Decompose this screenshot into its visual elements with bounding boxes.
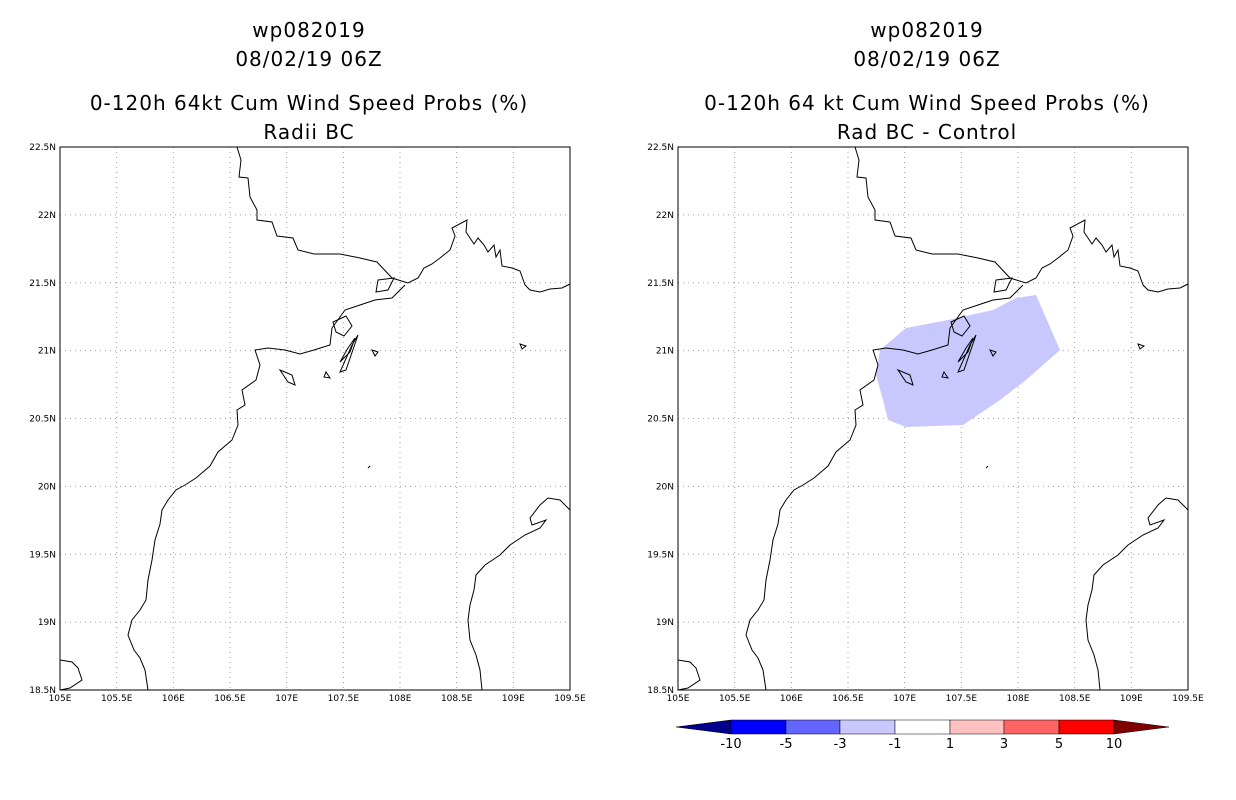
- lat-axis-labels: 22.5N 22N 21.5N 21N 20.5N 20N 19.5N 19N 18.5N: [647, 143, 674, 696]
- lat-tick-label: 21.5N: [29, 279, 56, 289]
- lat-tick-label: 21N: [656, 347, 674, 357]
- lat-tick-label: 18.5N: [647, 686, 674, 696]
- lon-tick-label: 108.5E: [441, 694, 473, 704]
- lon-tick-label: 109.5E: [554, 694, 586, 704]
- colorbar: [675, 719, 1170, 735]
- lat-tick-label: 22N: [656, 211, 674, 221]
- right-map-panel: wp082019 08/02/19 06Z 0-120h 64 kt Cum W…: [618, 0, 1236, 800]
- left-map: 22.5N 22N 21.5N 21N 20.5N 20N 19.5N 19N 18.5N 10…: [29, 143, 586, 704]
- lon-tick-label: 109E: [1120, 694, 1143, 704]
- lat-tick-label: 21.5N: [647, 279, 674, 289]
- colorbar-segment: [949, 719, 1005, 735]
- lat-tick-label: 20N: [38, 482, 56, 492]
- colorbar-segment: [730, 719, 787, 735]
- lon-axis-labels: 105E 105.5E 106E 106.5E 107E 107.5E 108E 108.5E…: [49, 694, 586, 704]
- lat-tick-label: 19.5N: [647, 550, 674, 560]
- lon-tick-label: 109E: [502, 694, 525, 704]
- colorbar-segment: [785, 719, 841, 735]
- colorbar-label: 5: [1054, 737, 1064, 752]
- lat-tick-label: 19N: [656, 618, 674, 628]
- lon-tick-label: 106.5E: [214, 694, 246, 704]
- product-title: 0-120h 64kt Cum Wind Speed Probs (%): [89, 91, 529, 115]
- lat-tick-label: 20N: [656, 482, 674, 492]
- colorbar-label: -5: [779, 737, 793, 752]
- left-map-panel: wp082019 08/02/19 06Z 0-120h 64kt Cum Wi…: [29, 18, 586, 704]
- lat-tick-label: 22.5N: [647, 143, 674, 153]
- lon-tick-label: 109.5E: [1172, 694, 1204, 704]
- subtitle: Rad BC - Control: [836, 120, 1018, 144]
- date-title: 08/02/19 06Z: [853, 47, 1001, 71]
- colorbar-label: 3: [999, 737, 1009, 752]
- colorbar-segment: [1003, 719, 1060, 735]
- colorbar-lower-arrow: [675, 719, 732, 735]
- colorbar-label: 1: [945, 737, 955, 752]
- colorbar-segment: [894, 719, 951, 735]
- lon-tick-label: 105.5E: [101, 694, 133, 704]
- lon-tick-label: 108.5E: [1059, 694, 1091, 704]
- probability-difference-region: [876, 295, 1060, 427]
- date-title: 08/02/19 06Z: [235, 47, 383, 71]
- lon-tick-label: 105E: [667, 694, 690, 704]
- lon-tick-label: 106E: [780, 694, 803, 704]
- coastline: [59, 146, 571, 691]
- lat-tick-label: 20.5N: [29, 415, 56, 425]
- storm-id-title: wp082019: [870, 18, 984, 42]
- lon-tick-label: 108E: [389, 694, 412, 704]
- lon-tick-label: 106.5E: [832, 694, 864, 704]
- lat-tick-label: 21N: [38, 347, 56, 357]
- lon-tick-label: 105.5E: [719, 694, 751, 704]
- lat-tick-label: 18.5N: [29, 686, 56, 696]
- storm-id-title: wp082019: [252, 18, 366, 42]
- lat-axis-labels: 22.5N 22N 21.5N 21N 20.5N 20N 19.5N 19N 18.5N: [29, 143, 56, 696]
- grid-lines: [60, 147, 570, 690]
- colorbar-label: -1: [888, 737, 902, 752]
- map-frame: [677, 146, 1189, 691]
- lon-tick-label: 107E: [893, 694, 916, 704]
- colorbar-segment: [839, 719, 896, 735]
- colorbar-label: -3: [833, 737, 847, 752]
- coastline: [677, 146, 1189, 691]
- right-map: 22.5N 22N 21.5N 21N 20.5N 20N 19.5N 19N 18.5N 10…: [647, 143, 1204, 735]
- lat-tick-label: 20.5N: [647, 415, 674, 425]
- lon-tick-label: 106E: [162, 694, 185, 704]
- lat-tick-label: 19N: [38, 618, 56, 628]
- lat-tick-label: 19.5N: [29, 550, 56, 560]
- colorbar-upper-arrow: [1113, 719, 1170, 735]
- subtitle: Radii BC: [263, 120, 355, 144]
- lon-tick-label: 107.5E: [328, 694, 360, 704]
- lon-axis-labels: 105E 105.5E 106E 106.5E 107E 107.5E 108E 108.5E…: [667, 694, 1204, 704]
- map-frame: [59, 146, 571, 691]
- lon-tick-label: 108E: [1007, 694, 1030, 704]
- lon-tick-label: 107.5E: [946, 694, 978, 704]
- product-title: 0-120h 64 kt Cum Wind Speed Probs (%): [704, 91, 1150, 115]
- lat-tick-label: 22.5N: [29, 143, 56, 153]
- lon-tick-label: 107E: [275, 694, 298, 704]
- colorbar-label: 10: [1105, 737, 1123, 752]
- colorbar-label: -10: [720, 737, 742, 752]
- lon-tick-label: 105E: [49, 694, 72, 704]
- lat-tick-label: 22N: [38, 211, 56, 221]
- colorbar-segment: [1058, 719, 1115, 735]
